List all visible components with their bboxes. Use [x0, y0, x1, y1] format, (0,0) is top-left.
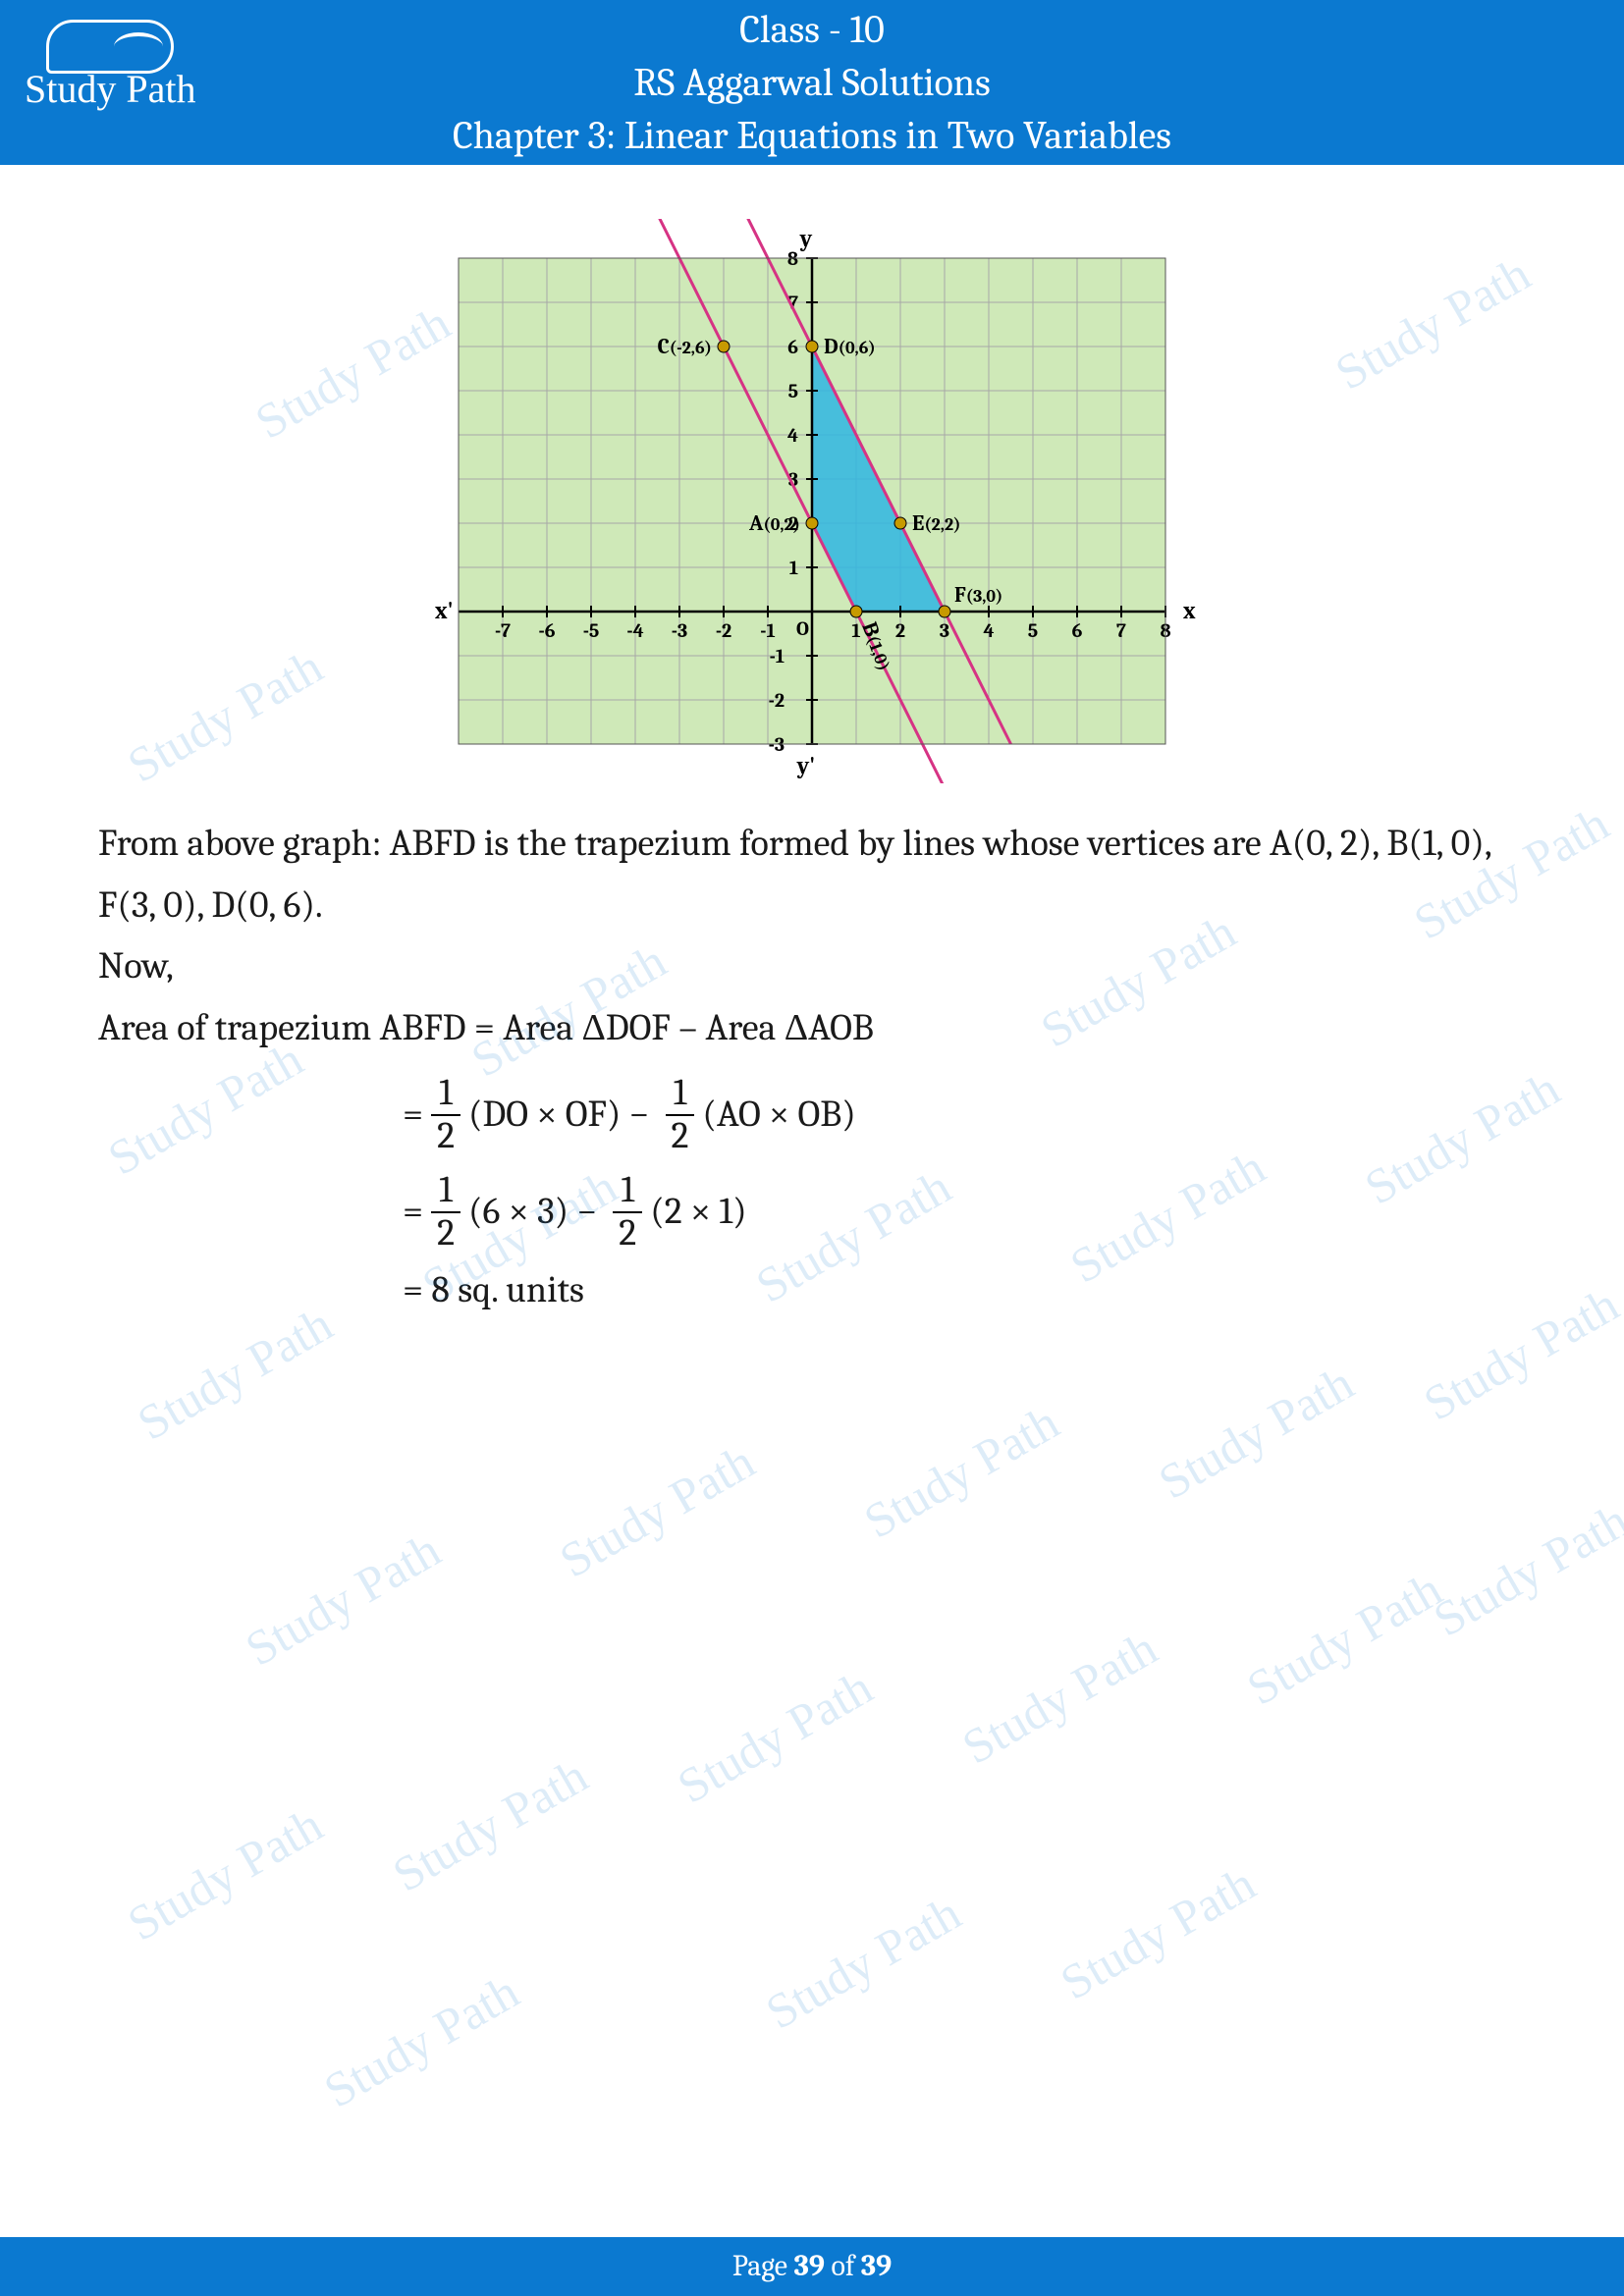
svg-text:3: 3 — [940, 619, 949, 642]
graph-container: -7-6-5-4-3-2-112345678-3-2-112345678Oxx'… — [98, 219, 1526, 783]
svg-text:-3: -3 — [672, 619, 687, 642]
coordinate-graph: -7-6-5-4-3-2-112345678-3-2-112345678Oxx'… — [419, 219, 1205, 783]
svg-text:O: O — [796, 617, 809, 640]
page-content: -7-6-5-4-3-2-112345678-3-2-112345678Oxx'… — [0, 165, 1624, 1313]
svg-text:y': y' — [796, 752, 816, 779]
svg-text:6: 6 — [1072, 619, 1083, 642]
equals-sign: = — [403, 1093, 423, 1138]
header-bar: Study Path Class - 10 RS Aggarwal Soluti… — [0, 0, 1624, 165]
footer-total: 39 — [861, 2249, 892, 2283]
fraction-half: 1 2 — [429, 1073, 462, 1157]
svg-text:4: 4 — [983, 619, 994, 642]
area-equation: Area of trapezium ABFD = Area ΔDOF – Are… — [98, 997, 1526, 1059]
term-do-of: (DO × OF) — [468, 1093, 621, 1138]
svg-text:-2: -2 — [769, 689, 785, 712]
svg-text:-5: -5 — [583, 619, 600, 642]
fraction-half: 1 2 — [611, 1170, 644, 1255]
header-book: RS Aggarwal Solutions — [0, 56, 1624, 109]
fraction-half: 1 2 — [663, 1073, 696, 1157]
math-result: = 8 sq. units — [403, 1268, 1526, 1313]
minus-sign: − — [628, 1093, 649, 1138]
svg-text:-1: -1 — [760, 619, 775, 642]
svg-text:-1: -1 — [770, 645, 785, 667]
svg-text:F(3,0): F(3,0) — [954, 582, 1002, 608]
footer-prefix: Page — [732, 2249, 794, 2283]
paragraph-now: Now, — [98, 935, 1526, 997]
paragraph-intro: From above graph: ABFD is the trapezium … — [98, 813, 1526, 935]
svg-text:5: 5 — [788, 380, 798, 402]
fraction-half: 1 2 — [429, 1170, 462, 1255]
svg-text:A(0,2): A(0,2) — [748, 510, 800, 536]
math-step-2: = 1 2 (6 × 3) − 1 2 (2 × 1) — [403, 1170, 1526, 1255]
svg-text:C(-2,6): C(-2,6) — [658, 334, 712, 359]
footer-of: of — [825, 2249, 861, 2283]
footer-current: 39 — [794, 2249, 825, 2283]
svg-text:x: x — [1183, 597, 1196, 624]
svg-text:2: 2 — [895, 619, 905, 642]
header-class: Class - 10 — [0, 3, 1624, 56]
svg-text:-4: -4 — [626, 619, 643, 642]
brand-logo: Study Path — [25, 20, 195, 112]
svg-text:-2: -2 — [716, 619, 731, 642]
equals-sign: = — [403, 1190, 423, 1235]
pen-icon — [46, 20, 174, 74]
svg-text:y: y — [799, 225, 813, 252]
page-footer: Page 39 of 39 — [0, 2237, 1624, 2296]
header-chapter: Chapter 3: Linear Equations in Two Varia… — [0, 109, 1624, 162]
svg-text:-6: -6 — [539, 619, 556, 642]
term-2x1: (2 × 1) — [650, 1190, 747, 1235]
math-steps: = 1 2 (DO × OF) − 1 2 (AO × OB) = 1 2 (6… — [98, 1073, 1526, 1313]
svg-text:D(0,6): D(0,6) — [824, 334, 876, 359]
svg-text:4: 4 — [787, 424, 798, 447]
svg-text:1: 1 — [789, 557, 798, 579]
term-ao-ob: (AO × OB) — [702, 1093, 855, 1138]
svg-text:x': x' — [435, 597, 454, 624]
math-step-1: = 1 2 (DO × OF) − 1 2 (AO × OB) — [403, 1073, 1526, 1157]
svg-text:7: 7 — [1116, 619, 1126, 642]
svg-text:-7: -7 — [495, 619, 511, 642]
svg-text:E(2,2): E(2,2) — [912, 510, 960, 536]
term-6x3: (6 × 3) — [468, 1190, 568, 1235]
minus-sign: − — [576, 1190, 597, 1235]
header-titles: Class - 10 RS Aggarwal Solutions Chapter… — [0, 3, 1624, 162]
svg-text:6: 6 — [787, 336, 798, 358]
svg-text:5: 5 — [1028, 619, 1038, 642]
